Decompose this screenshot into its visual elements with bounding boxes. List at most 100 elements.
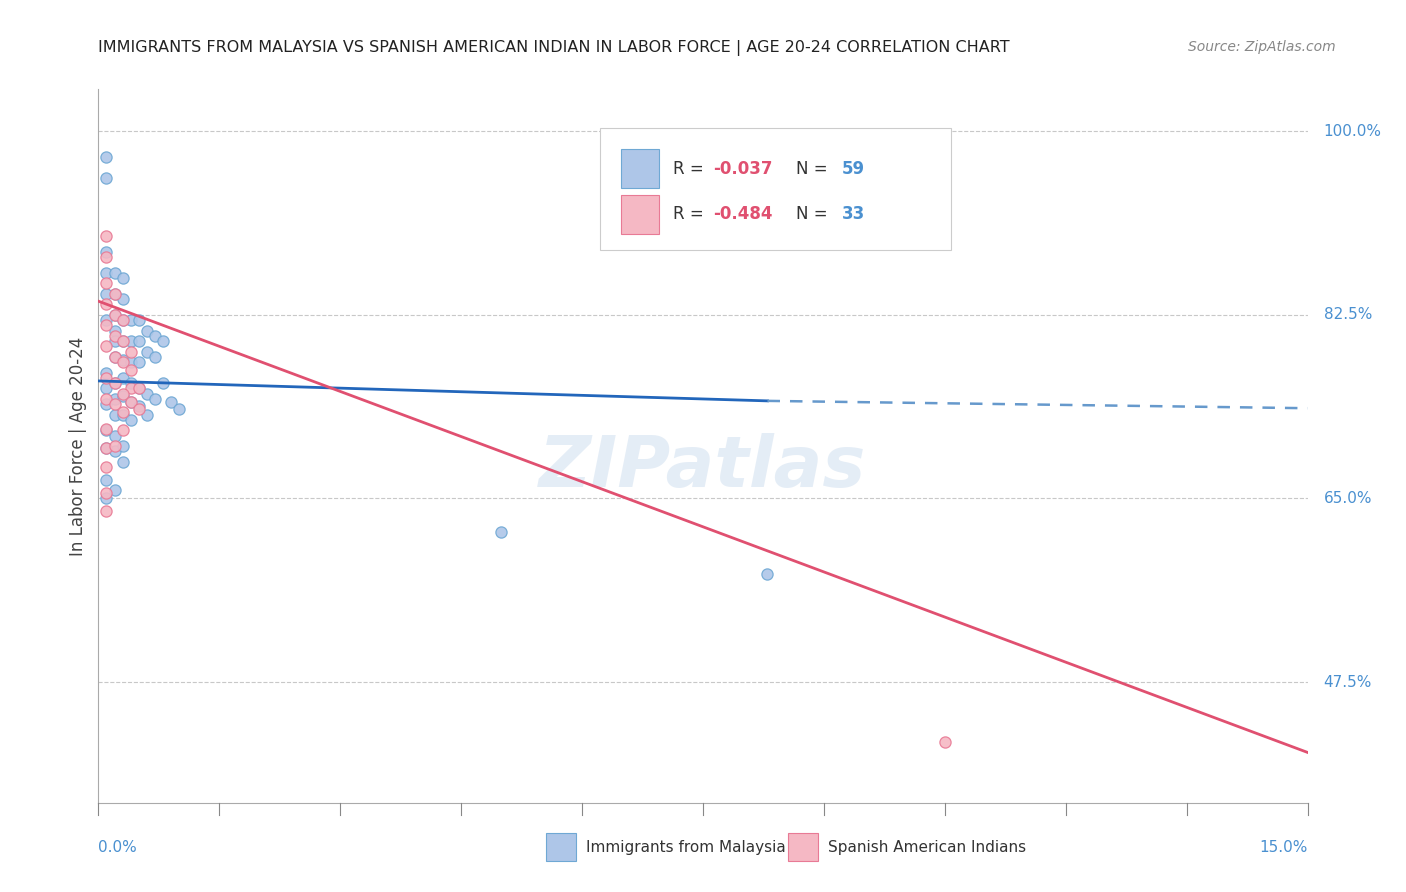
Point (103, 324, 125, 338)
Text: 100.0%: 100.0% (1323, 124, 1382, 138)
Point (128, 381, 150, 395)
Point (96, 504, 118, 518)
Point (103, 376, 125, 390)
Point (111, 423, 134, 437)
Point (103, 286, 125, 301)
Point (96, 339, 118, 353)
FancyBboxPatch shape (546, 833, 576, 862)
Text: R =: R = (672, 160, 709, 178)
Point (96, 486, 118, 500)
Point (96, 491, 118, 506)
Point (96, 460, 118, 475)
Text: Spanish American Indians: Spanish American Indians (828, 839, 1025, 855)
Point (103, 266, 125, 280)
Point (143, 350, 166, 364)
Point (111, 313, 134, 327)
Text: Immigrants from Malaysia: Immigrants from Malaysia (586, 839, 786, 855)
Point (96, 150, 118, 164)
Point (96, 244, 118, 259)
Point (96, 277, 118, 291)
Point (96, 392, 118, 406)
Point (103, 376, 125, 390)
Point (143, 328, 166, 343)
Point (143, 392, 166, 406)
Point (96, 441, 118, 455)
Point (120, 313, 142, 327)
Point (96, 371, 118, 385)
Point (756, 567, 779, 582)
Point (111, 405, 134, 419)
Point (96, 318, 118, 333)
Text: N =: N = (796, 205, 832, 223)
Point (103, 286, 125, 301)
Point (135, 344, 157, 359)
Point (128, 334, 150, 348)
Point (103, 350, 125, 364)
Point (111, 353, 134, 368)
Point (103, 444, 125, 458)
Point (111, 355, 134, 369)
Text: 15.0%: 15.0% (1260, 839, 1308, 855)
Point (111, 271, 134, 285)
Point (111, 408, 134, 422)
Point (128, 381, 150, 395)
Text: 65.0%: 65.0% (1323, 491, 1372, 506)
Text: R =: R = (672, 205, 709, 223)
Point (111, 371, 134, 385)
Text: Source: ZipAtlas.com: Source: ZipAtlas.com (1188, 40, 1336, 54)
Point (96, 297, 118, 311)
Point (120, 413, 142, 427)
FancyBboxPatch shape (600, 128, 950, 250)
Point (96, 422, 118, 436)
Point (111, 334, 134, 348)
Text: 33: 33 (842, 205, 865, 223)
Point (103, 439, 125, 453)
Point (103, 428, 125, 442)
Y-axis label: In Labor Force | Age 20-24: In Labor Force | Age 20-24 (69, 336, 87, 556)
Point (111, 292, 134, 306)
Point (111, 389, 134, 403)
Point (96, 171, 118, 186)
Point (111, 334, 134, 348)
Point (103, 483, 125, 497)
Point (128, 313, 150, 327)
Point (111, 455, 134, 469)
Point (96, 286, 118, 301)
Point (128, 402, 150, 417)
Point (96, 397, 118, 411)
Point (96, 473, 118, 487)
Point (96, 229, 118, 244)
Point (111, 386, 134, 401)
Point (135, 386, 157, 401)
Point (103, 350, 125, 364)
Point (96, 381, 118, 395)
Point (111, 439, 134, 453)
Point (135, 408, 157, 422)
Point (120, 363, 142, 377)
Point (120, 355, 142, 369)
FancyBboxPatch shape (787, 833, 818, 862)
Point (167, 402, 190, 417)
Point (934, 735, 956, 749)
Point (128, 399, 150, 413)
Point (96, 313, 118, 327)
Point (120, 344, 142, 359)
Point (152, 334, 174, 348)
Point (96, 266, 118, 280)
Text: 47.5%: 47.5% (1323, 674, 1372, 690)
Point (120, 395, 142, 409)
Point (128, 355, 150, 369)
Point (120, 395, 142, 409)
Point (491, 524, 513, 539)
Point (152, 376, 174, 390)
Text: IMMIGRANTS FROM MALAYSIA VS SPANISH AMERICAN INDIAN IN LABOR FORCE | AGE 20-24 C: IMMIGRANTS FROM MALAYSIA VS SPANISH AMER… (98, 40, 1010, 56)
Point (120, 381, 142, 395)
Point (96, 366, 118, 380)
Point (103, 392, 125, 406)
FancyBboxPatch shape (621, 149, 659, 188)
Point (96, 250, 118, 264)
Point (160, 395, 183, 409)
Text: N =: N = (796, 160, 832, 178)
Point (96, 441, 118, 455)
Point (135, 324, 157, 338)
